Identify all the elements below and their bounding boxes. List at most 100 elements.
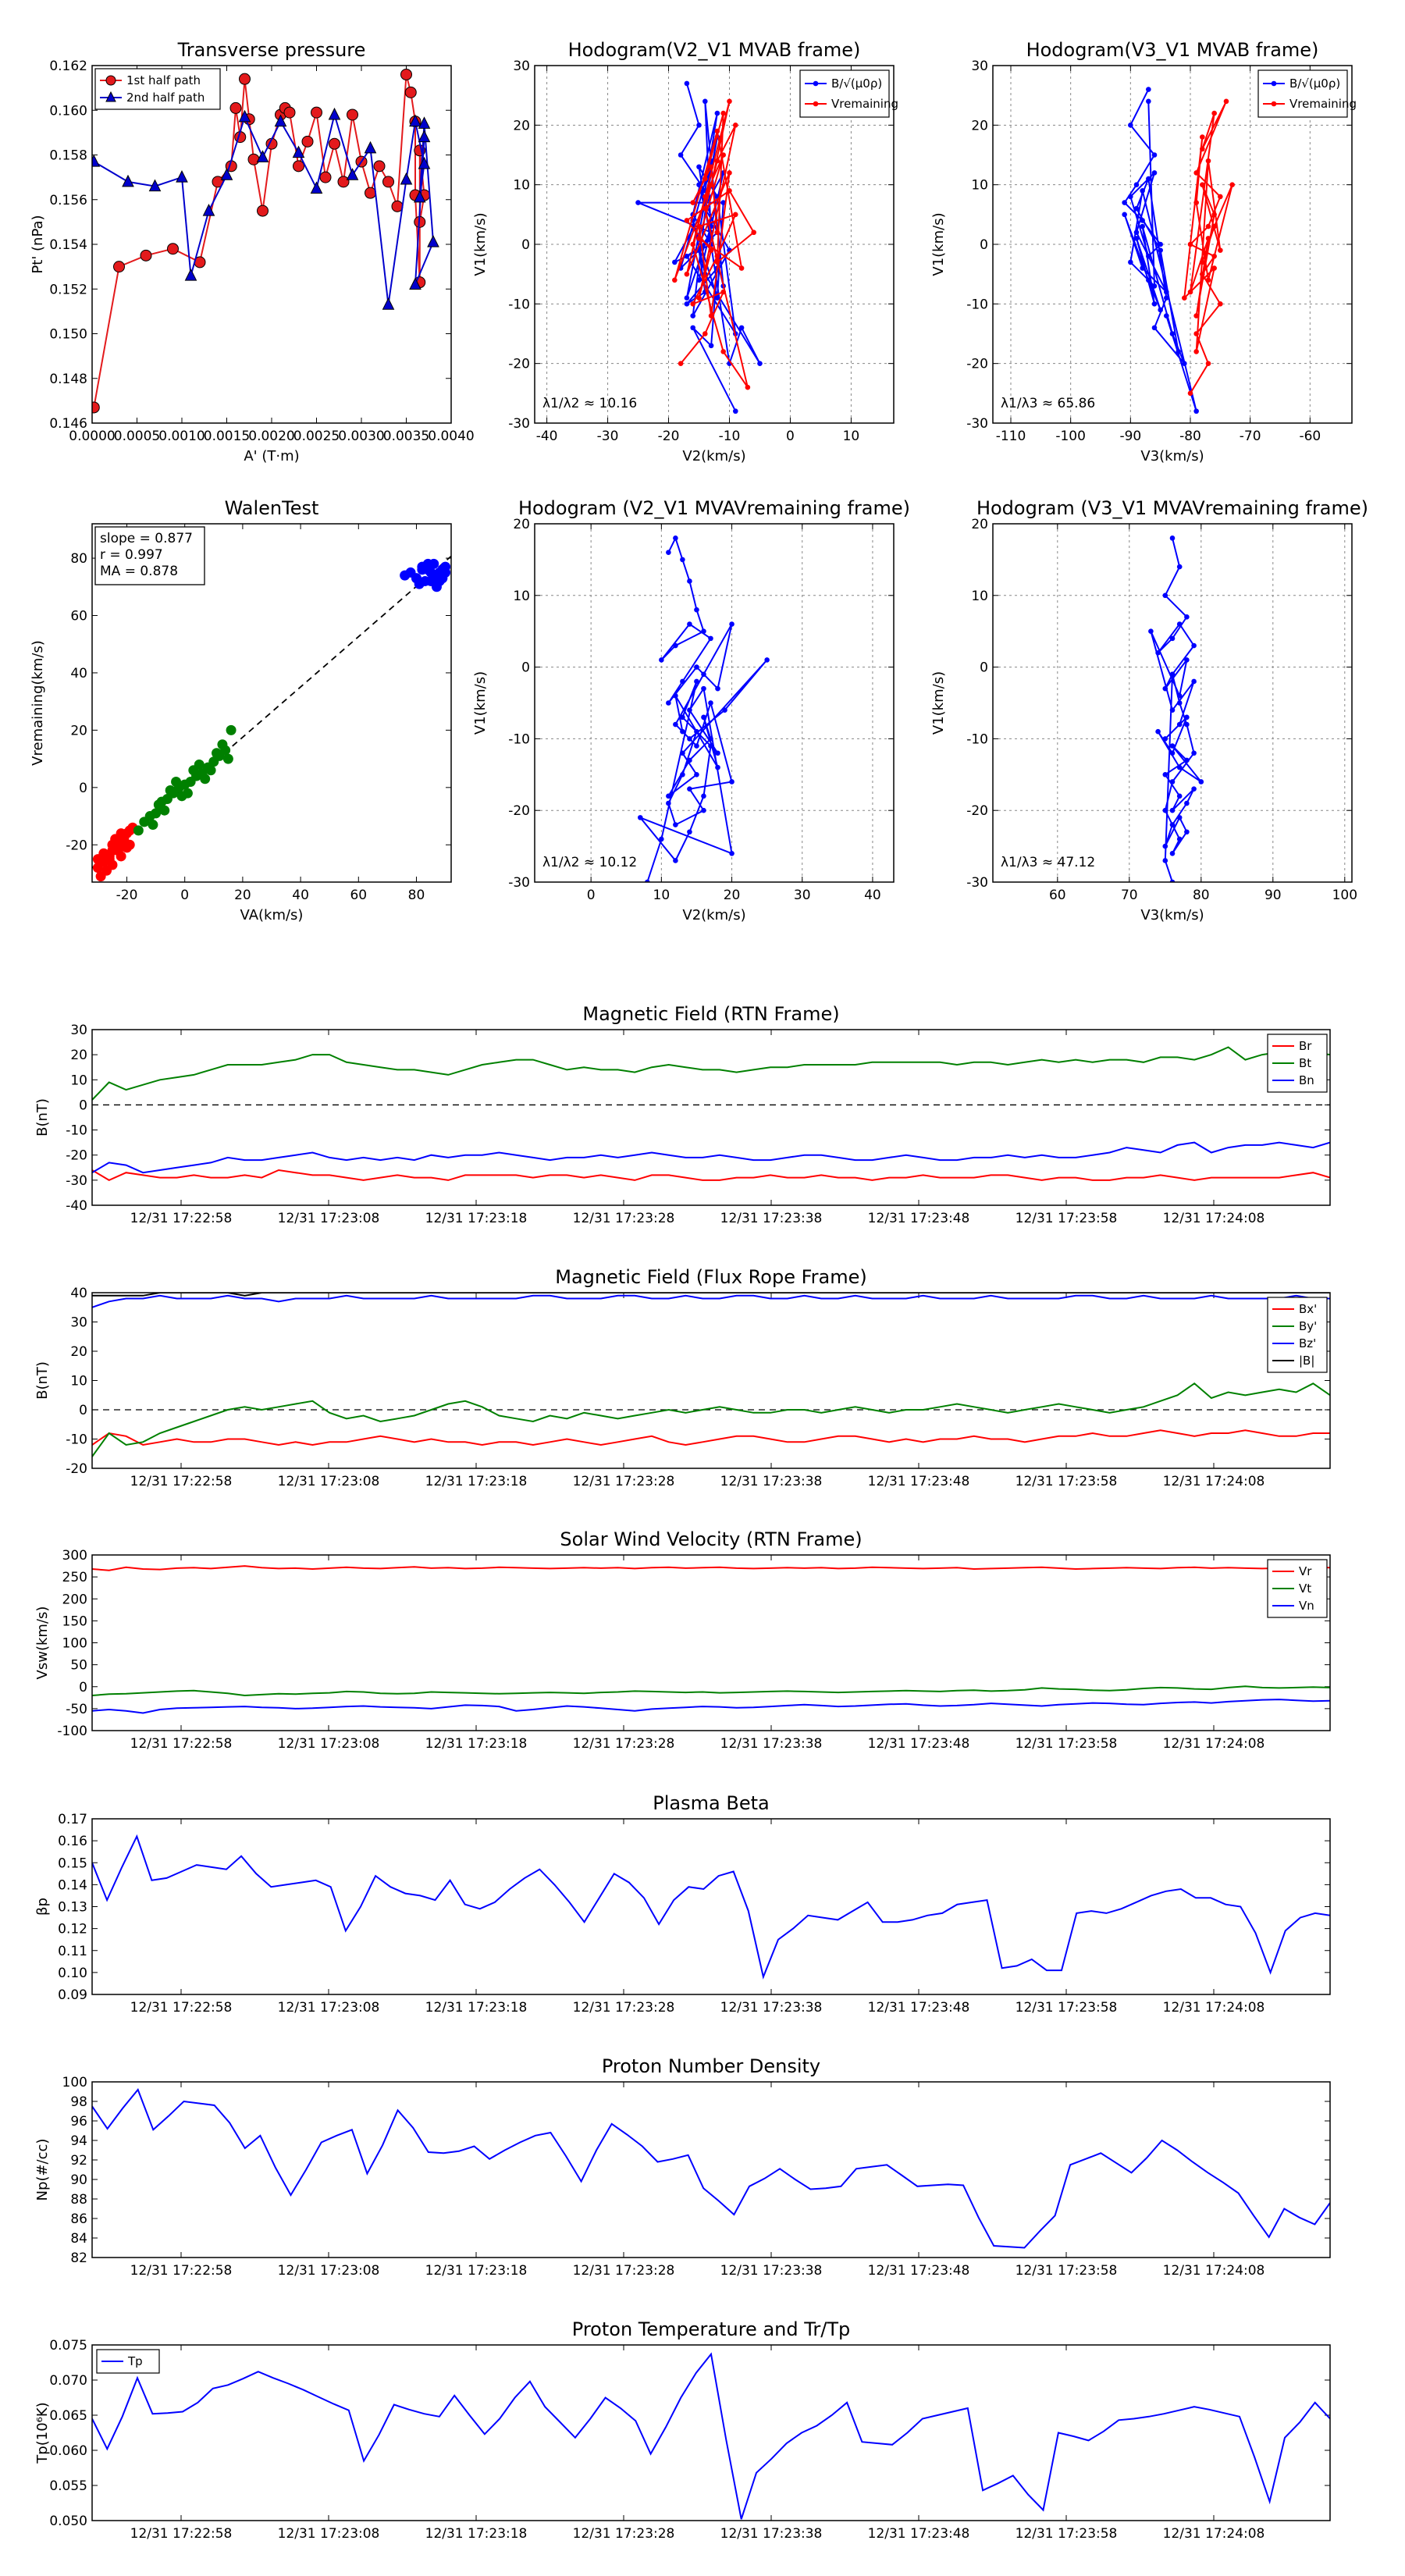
data-point [292,145,305,158]
x-tick-label: 12/31 17:23:38 [720,1736,823,1752]
y-tick-label: -20 [66,1461,87,1477]
data-point [182,788,193,799]
chart-density: Proton Number Density 82 84 86 88 90 92 94 96 98 1… [34,2055,1331,2279]
data-point [701,807,706,813]
y-tick-label: 20 [70,723,87,738]
y-tick-label: 0.12 [58,1922,87,1937]
y-tick-label: 60 [70,609,87,624]
data-point [727,188,732,194]
x-tick-label: 12/31 17:23:08 [278,2526,380,2542]
data-point [732,123,738,128]
y-tick-label: 82 [70,2250,87,2266]
data-point [684,301,690,307]
y-tick-label: -20 [66,838,87,853]
chart-transverse: Transverse pressure 0.146 0.148 0.150 0.152 0… [30,39,475,464]
data-point [690,313,696,318]
y-tick-label: 0.11 [58,1944,87,1959]
y-tick-label: 0.070 [49,2373,87,2389]
y-tick-label: 20 [513,118,530,133]
plot-area [637,535,770,882]
x-tick-label: 12/31 17:24:08 [1163,2000,1265,2016]
data-point [420,575,431,586]
y-tick-label: -10 [508,297,530,312]
data-point [1176,793,1183,799]
series-line-Bz [92,1294,1330,1308]
data-point [373,160,386,173]
data-point [92,401,100,414]
y-tick-label: -100 [57,1724,87,1739]
data-point [684,253,690,259]
x-tick-label: 12/31 17:23:58 [1016,1736,1118,1752]
data-point [151,808,162,819]
y-tick-label: 40 [70,666,87,681]
data-point [715,750,720,756]
x-tick-label: 12/31 17:23:18 [425,1736,528,1752]
series-line-Bn [92,1141,1330,1174]
x-tick-label: 40 [864,888,881,903]
data-point [1218,247,1223,253]
data-point [409,114,422,127]
data-point [696,277,702,283]
y-tick-label: 10 [70,1374,87,1389]
data-point [694,678,699,685]
axes-frame [91,1818,1331,1995]
y-tick-label: 0.160 [49,103,87,119]
data-point [673,822,678,827]
x-tick-label: 10 [843,429,860,444]
data-point [696,123,702,128]
x-tick-label: 12/31 17:22:58 [130,2000,233,2016]
data-point [708,700,713,706]
chart-walen: WalenTest -20 0 20 40 60 80 -20 0 20 40 60 80 VA(km/s… [30,497,452,923]
data-point [1162,843,1168,849]
y-axis-label: Tp(10⁶K) [34,2402,51,2464]
y-tick-label: 20 [971,118,988,133]
y-tick-label: 0.154 [49,237,87,253]
data-point [404,86,417,98]
y-tick-label: 0.15 [58,1856,87,1871]
data-point [220,168,233,180]
y-tick-label: 0.09 [58,1987,87,2003]
legend-marker [813,80,819,87]
data-point [239,73,251,85]
x-tick-label: -80 [1179,429,1201,444]
y-tick-label: -30 [966,875,988,891]
data-point [1169,822,1176,827]
data-point [1146,98,1151,105]
data-point [684,80,690,87]
data-point [714,158,720,164]
data-point [1187,289,1193,295]
data-point [171,776,182,787]
y-axis-label: Np(#/cc) [34,2139,51,2201]
x-tick-label: 80 [1193,888,1210,903]
data-point [680,714,685,720]
data-point [764,657,770,663]
y-tick-label: 30 [971,59,988,74]
data-point [417,564,428,575]
data-point [1211,253,1217,259]
data-point [1200,259,1205,265]
chart-title: Hodogram(V2_V1 MVAB frame) [568,39,861,61]
stats-line: slope = 0.877 [100,531,193,546]
data-point [257,205,269,217]
x-tick-label: 12/31 17:22:58 [130,2263,233,2279]
x-tick-label: 12/31 17:23:18 [425,2263,528,2279]
data-point [200,774,211,785]
data-point [148,179,162,192]
data-point [701,714,706,720]
data-point [729,779,735,785]
x-tick-label: 12/31 17:23:28 [573,2263,675,2279]
lambda-annotation: λ1/λ3 ≈ 47.12 [1001,855,1095,870]
chart-title: Proton Number Density [602,2055,820,2077]
data-point [400,172,413,185]
data-point [310,181,323,194]
y-tick-label: 300 [62,1548,87,1564]
legend-label: Tp [127,2354,143,2368]
x-tick-label: 12/31 17:23:28 [573,1211,675,1226]
series-line-1sthalfpath [93,74,425,408]
data-point [1162,807,1168,813]
x-tick-label: 12/31 17:22:58 [130,1211,233,1226]
data-point [708,313,714,318]
data-point [680,772,685,777]
data-point [1191,642,1197,649]
data-point [1211,212,1217,218]
